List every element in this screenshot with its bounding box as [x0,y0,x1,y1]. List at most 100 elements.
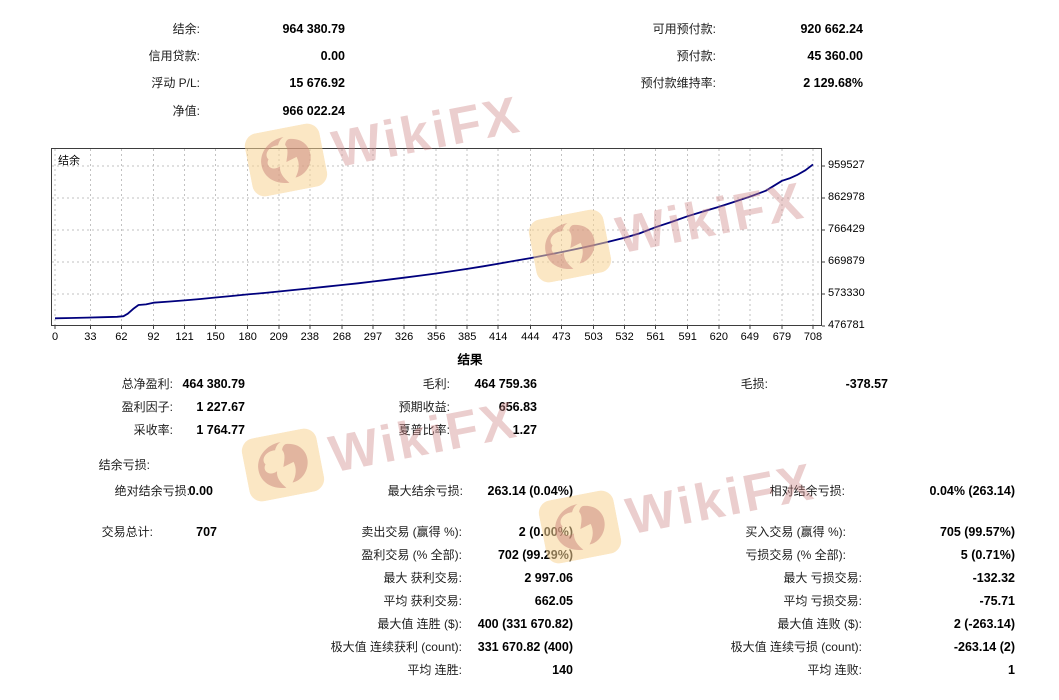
absolute-drawdown-value: 0.00 [188,484,213,498]
floating-pl-label: 浮动 P/L: [151,76,200,90]
margin-level-value: 2 129.68% [803,76,863,90]
y-axis-tick-label: 669879 [828,255,865,267]
max-consecutive-wins-label: 最大值 连胜 ($): [377,617,462,631]
x-axis-tick-label: 503 [584,331,603,343]
average-profit-trade-label: 平均 获利交易: [383,594,462,608]
relative-drawdown-label: 相对结余亏损: [769,484,845,498]
expected-payoff-value: 656.83 [498,400,537,414]
profit-factor-value: 1 227.67 [196,400,245,414]
chart-legend-balance: 结余 [58,155,80,167]
recovery-factor-label: 采收率: [133,423,173,437]
equity-label: 净值: [172,104,200,118]
y-axis-tick-label: 573330 [828,287,865,299]
recovery-factor-value: 1 764.77 [196,423,245,437]
maximal-drawdown-value: 263.14 (0.04%) [487,484,573,498]
x-axis-tick-label: 180 [238,331,257,343]
balance-chart [51,148,825,329]
x-axis-tick-label: 532 [615,331,634,343]
x-axis-tick-label: 297 [363,331,383,343]
maximal-drawdown-label: 最大结余亏损: [387,484,463,498]
gross-profit-value: 464 759.36 [474,377,537,391]
gross-profit-label: 毛利: [422,377,450,391]
x-axis-tick-label: 473 [552,331,571,343]
x-axis-tick-label: 356 [426,331,446,343]
margin-level-label: 预付款维持率: [640,76,716,90]
x-axis-tick-label: 385 [458,331,477,343]
expected-payoff-label: 预期收益: [398,400,450,414]
gross-loss-value: -378.57 [845,377,888,391]
x-axis-tick-label: 121 [175,331,194,343]
x-axis-tick-label: 0 [51,331,59,343]
profit-factor-label: 盈利因子: [121,400,173,414]
x-axis-tick-label: 62 [115,331,128,343]
x-axis-tick-label: 620 [709,331,728,343]
x-axis-tick-label: 561 [646,331,665,343]
relative-drawdown-value: 0.04% (263.14) [929,484,1015,498]
equity-value: 966 022.24 [282,104,345,118]
avg-consecutive-losses-value: 1 [1008,663,1015,677]
profit-trades-value: 702 (99.29%) [497,548,573,562]
short-positions-label: 卖出交易 (赢得 %): [361,525,462,539]
free-margin-label: 可用预付款: [652,22,716,36]
watermark: WikiFX [238,380,525,511]
credit-label: 信用贷款: [148,49,200,63]
total-net-profit-label: 总净盈利: [121,377,173,391]
x-axis-tick-label: 33 [84,331,97,343]
max-consecutive-profit-value: 331 670.82 (400) [477,640,573,654]
max-consecutive-losses-value: 2 (-263.14) [953,617,1015,631]
gross-loss-label: 毛损: [740,377,768,391]
margin-label: 预付款: [676,49,716,63]
x-axis-tick-label: 92 [147,331,160,343]
x-axis-tick-label: 591 [678,331,697,343]
largest-profit-trade-label: 最大 获利交易: [383,571,462,585]
wikifx-logo-icon [241,428,325,502]
short-positions-value: 2 (0.00%) [518,525,573,539]
x-axis-tick-label: 209 [269,331,288,343]
loss-trades-label: 亏损交易 (% 全部): [745,548,846,562]
long-positions-value: 705 (99.57%) [939,525,1015,539]
max-consecutive-losses-label: 最大值 连败 ($): [777,617,862,631]
x-axis-tick-label: 268 [332,331,352,343]
margin-value: 45 360.00 [807,49,863,63]
largest-loss-trade-value: -132.32 [972,571,1015,585]
avg-consecutive-wins-label: 平均 连胜: [407,663,462,677]
total-trades-value: 707 [196,525,217,539]
total-trades-label: 交易总计: [101,525,153,539]
absolute-drawdown-label: 绝对结余亏损: [114,484,190,498]
largest-profit-trade-value: 2 997.06 [524,571,573,585]
y-axis-tick-label: 862978 [828,190,865,203]
drawdown-section-label: 结余亏损: [98,458,150,472]
max-consecutive-wins-value: 400 (331 670.82) [477,617,573,631]
x-axis-tick-label: 708 [803,331,823,343]
x-axis-tick-label: 326 [394,331,414,343]
free-margin-value: 920 662.24 [800,22,863,36]
largest-loss-trade-label: 最大 亏损交易: [783,571,862,585]
long-positions-label: 买入交易 (赢得 %): [745,525,846,539]
profit-trades-label: 盈利交易 (% 全部): [361,548,462,562]
max-consecutive-loss-value: -263.14 (2) [953,640,1015,654]
y-axis-tick-label: 476781 [828,319,865,331]
x-axis-tick-label: 444 [521,331,540,343]
average-profit-trade-value: 662.05 [534,594,573,608]
x-axis-tick-label: 238 [300,331,319,343]
sharpe-ratio-value: 1.27 [512,423,537,437]
average-loss-trade-label: 平均 亏损交易: [783,594,862,608]
y-axis-tick-label: 766429 [828,222,865,235]
max-consecutive-loss-label: 极大值 连续亏损 (count): [730,640,862,654]
results-section-title: 结果 [457,353,483,367]
x-axis-tick-label: 150 [206,331,225,343]
x-axis-tick-label: 679 [772,331,792,343]
x-axis-tick-label: 649 [740,331,759,343]
balance-label: 结余: [172,22,200,36]
avg-consecutive-losses-label: 平均 连败: [807,663,862,677]
x-axis-tick-label: 414 [489,331,508,343]
credit-value: 0.00 [320,49,345,63]
avg-consecutive-wins-value: 140 [552,663,573,677]
sharpe-ratio-label: 夏普比率: [398,423,450,437]
balance-value: 964 380.79 [282,22,345,36]
floating-pl-value: 15 676.92 [289,76,345,90]
loss-trades-value: 5 (0.71%) [960,548,1015,562]
average-loss-trade-value: -75.71 [979,594,1015,608]
total-net-profit-value: 464 380.79 [182,377,245,391]
